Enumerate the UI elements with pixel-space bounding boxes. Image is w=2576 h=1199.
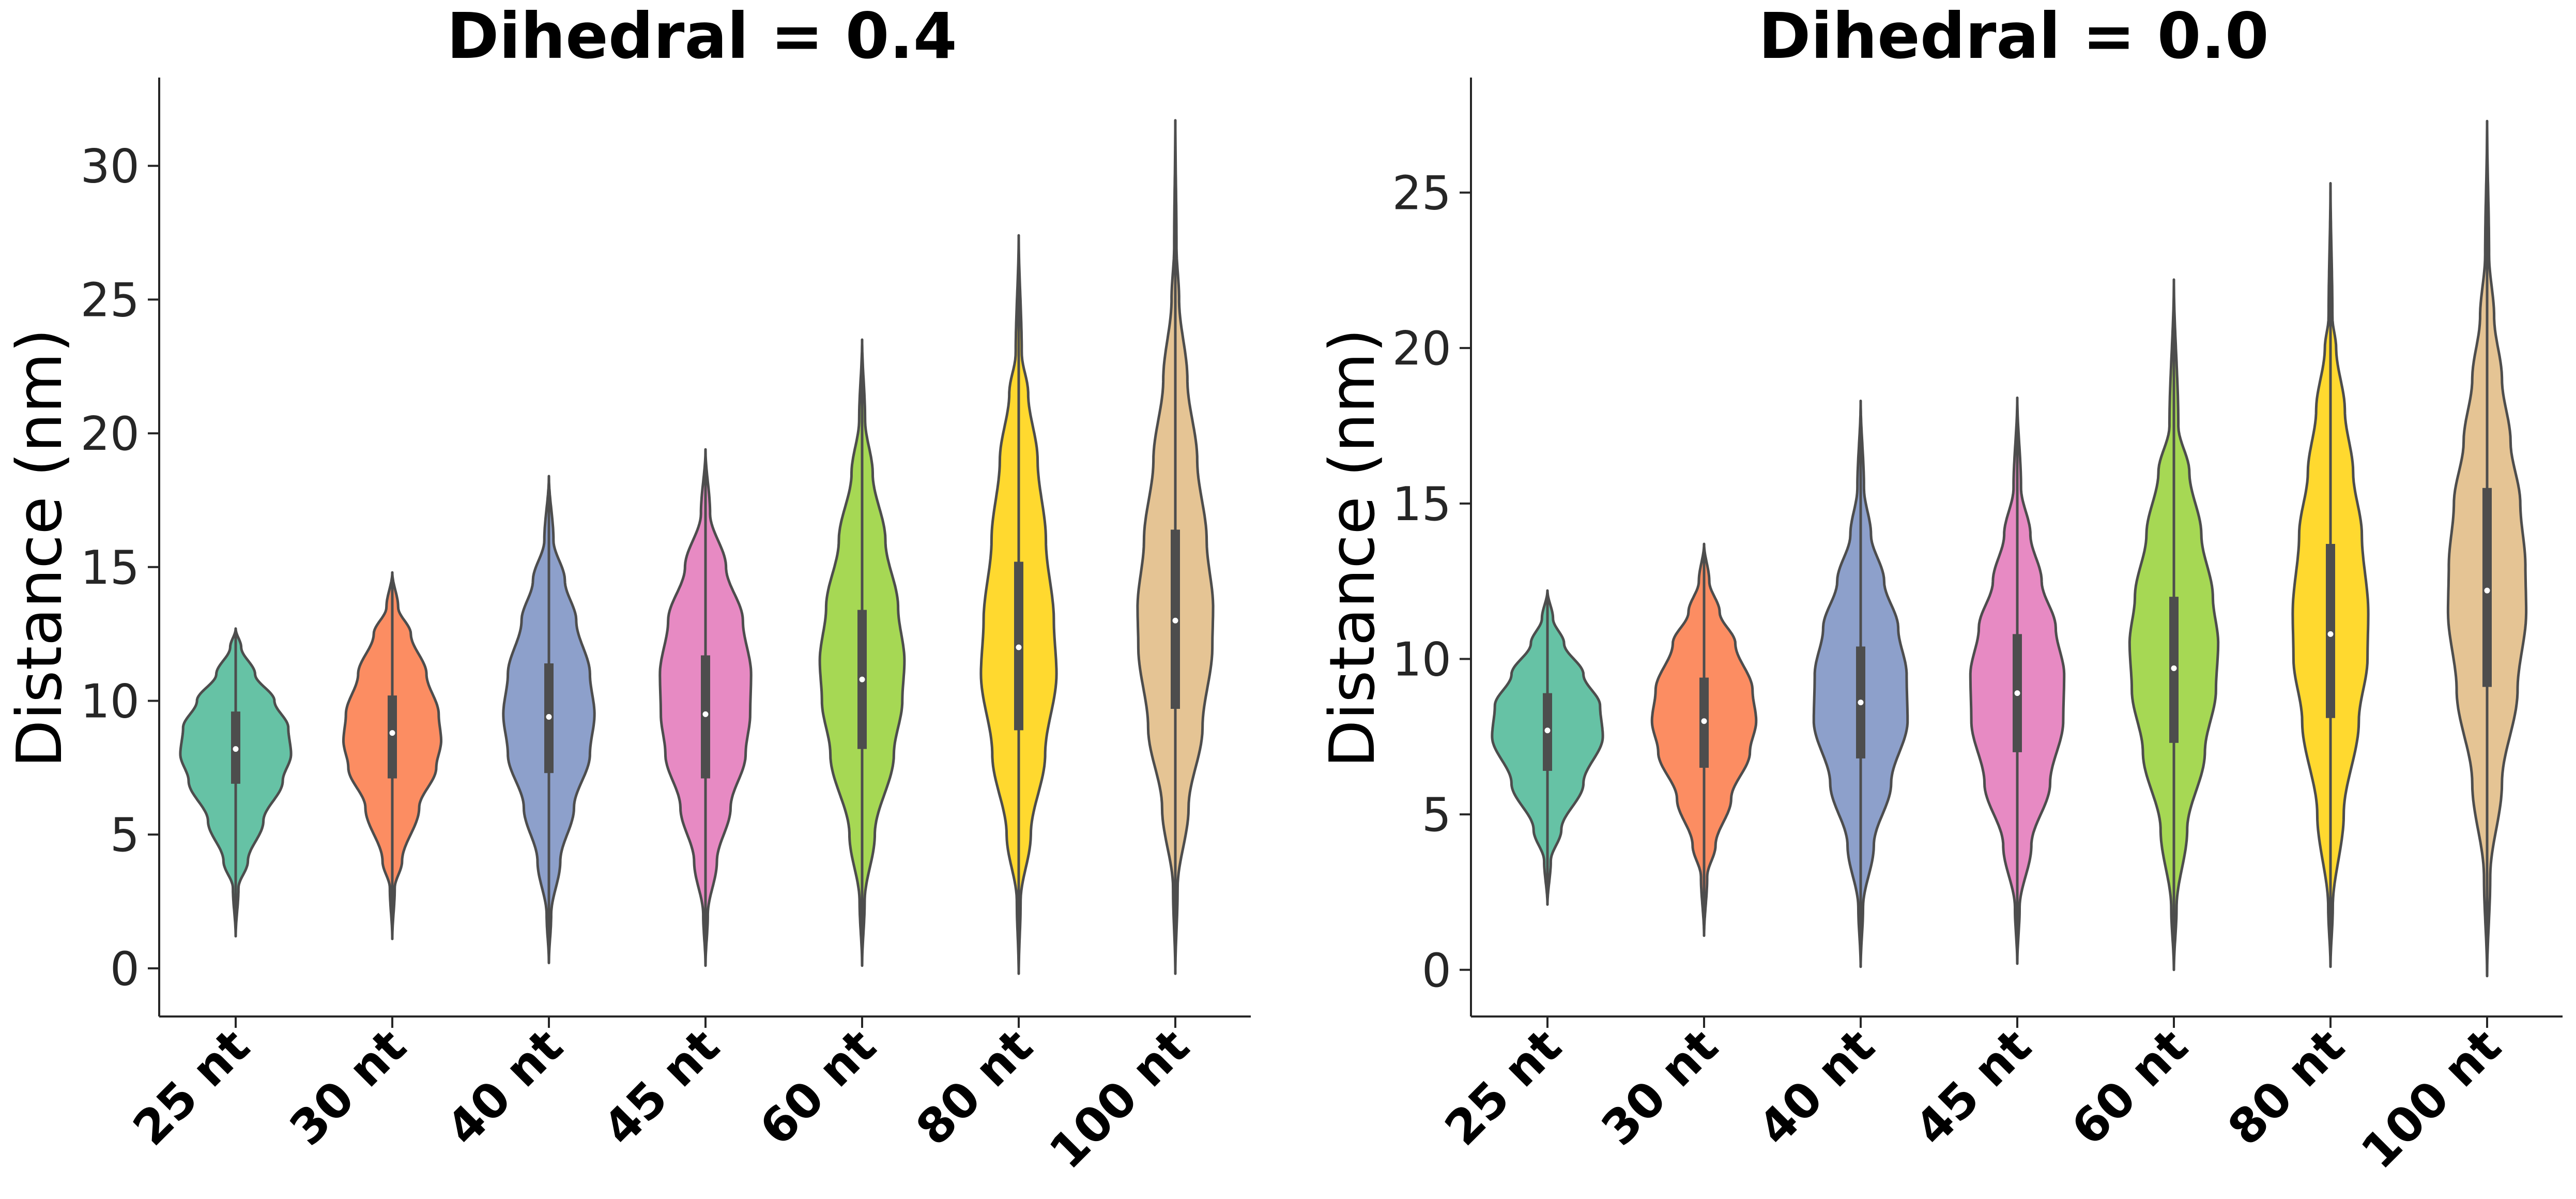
left-violin-median-dot	[1172, 617, 1178, 624]
right-y-tick-label: 0	[1422, 944, 1451, 998]
right-violin-median-dot	[2484, 587, 2490, 594]
left-x-tick-label: 30 nt	[279, 1019, 417, 1156]
left-x-tick-label: 60 nt	[749, 1019, 886, 1156]
right-x-tick-label: 30 nt	[1591, 1019, 1728, 1156]
left-x-tick-label: 45 nt	[592, 1019, 730, 1156]
right-violin-panel: Dihedral = 0.0 Distance (nm) 0 5 10 15 20 25 2…	[1317, 0, 2563, 1179]
right-y-tick-label: 10	[1392, 632, 1451, 687]
left-y-tick-label: 30	[80, 140, 140, 194]
left-chart-title: Dihedral = 0.4	[447, 0, 957, 73]
left-y-tick-label: 15	[80, 541, 140, 595]
left-y-tick-label: 20	[80, 407, 140, 461]
right-y-tick-label: 15	[1392, 477, 1451, 532]
left-violin-median-dot	[233, 746, 239, 752]
left-y-tick-label: 5	[110, 808, 140, 862]
right-y-tick-label: 25	[1392, 166, 1451, 220]
right-y-tick-label: 20	[1392, 322, 1451, 376]
right-violin-median-dot	[2171, 665, 2177, 672]
right-violin-median-dot	[1701, 718, 1707, 724]
right-x-tick-label: 25 nt	[1434, 1019, 1572, 1156]
right-violin-iqr-box	[2326, 543, 2335, 718]
right-chart-title: Dihedral = 0.0	[1758, 0, 2269, 73]
right-violin-median-dot	[1544, 727, 1551, 734]
right-x-tick-label: 80 nt	[2217, 1019, 2355, 1156]
left-violin-median-dot	[389, 730, 395, 736]
left-violin-panel: Dihedral = 0.4 Distance (nm) 0 5 10 15 20 25 3…	[4, 0, 1251, 1179]
right-y-axis-label: Distance (nm)	[1317, 328, 1389, 767]
left-violin-iqr-box	[388, 695, 397, 779]
left-x-tick-label: 100 nt	[1039, 1019, 1200, 1180]
left-y-tick-label: 0	[110, 942, 140, 996]
right-violin-median-dot	[2327, 631, 2334, 637]
right-x-tick-label: 40 nt	[1747, 1019, 1885, 1156]
left-violin-median-dot	[1016, 644, 1022, 650]
right-violin-median-dot	[1858, 700, 1864, 706]
right-violin-median-dot	[2014, 690, 2020, 696]
left-y-tick-label: 10	[80, 674, 140, 728]
left-y-axis-label: Distance (nm)	[4, 328, 76, 767]
right-y-tick-label: 5	[1422, 788, 1451, 842]
right-violin-iqr-box	[2482, 488, 2492, 687]
left-violin-median-dot	[702, 711, 709, 717]
left-violin-median-dot	[546, 714, 552, 720]
right-x-tick-label: 45 nt	[1904, 1019, 2042, 1156]
right-x-tick-label: 60 nt	[2061, 1019, 2198, 1156]
left-x-tick-label: 80 nt	[906, 1019, 1043, 1156]
left-x-tick-label: 25 nt	[122, 1019, 260, 1156]
left-violin-median-dot	[859, 676, 865, 682]
left-x-tick-label: 40 nt	[436, 1019, 573, 1156]
left-y-tick-label: 25	[80, 273, 140, 327]
right-x-tick-label: 100 nt	[2351, 1019, 2512, 1180]
